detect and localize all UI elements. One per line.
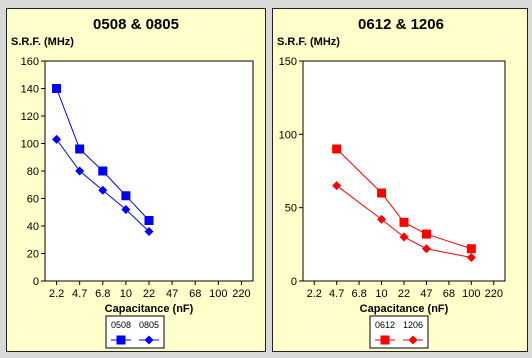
series-0508 — [52, 84, 154, 225]
series-1206-point — [466, 253, 476, 263]
legend-label: 0612 — [375, 320, 395, 330]
legend-marker — [144, 335, 154, 345]
legend-label: 0508 — [111, 320, 131, 330]
series-0508-point — [144, 216, 154, 225]
series-1206-point — [421, 244, 431, 254]
series-0612-point — [377, 188, 387, 198]
x-tick-label: 220 — [232, 288, 250, 300]
y-tick-label: 40 — [27, 221, 39, 233]
legend-marker — [116, 335, 126, 345]
y-tick-label: 60 — [27, 194, 39, 206]
x-tick-label: 4.7 — [72, 288, 87, 300]
legend-label: 1206 — [403, 320, 423, 330]
x-tick-label: 68 — [189, 288, 201, 300]
series-0805 — [52, 134, 154, 236]
y-tick-label: 150 — [279, 56, 297, 68]
series-0508-point — [75, 144, 85, 154]
y-tick-label: 140 — [21, 84, 39, 96]
x-tick-label: 22 — [398, 288, 410, 300]
legend: 0612 1206 — [369, 315, 429, 349]
y-tick-label: 0 — [291, 276, 297, 288]
series-0612-point — [466, 244, 476, 254]
x-tick-label: 220 — [485, 288, 503, 300]
series-1206-point — [377, 214, 387, 224]
y-axis-label: S.R.F. (MHz) — [11, 36, 74, 48]
x-tick-label: 68 — [443, 288, 455, 300]
series-1206-point — [332, 181, 342, 191]
x-axis-label: Capacitance (nF) — [105, 303, 194, 315]
x-tick-label: 2.2 — [307, 288, 322, 300]
series-0612-point — [421, 229, 431, 239]
legend-box — [105, 315, 165, 349]
legend-box — [369, 315, 429, 349]
chart-svg-0612-1206: 0612 & 1206 S.R.F. (MHz) 0 50 100 150 2.2 4.7 6.… — [277, 16, 506, 349]
x-tick-label: 100 — [462, 288, 480, 300]
y-tick-label: 20 — [27, 249, 39, 261]
y-tick-label: 100 — [279, 129, 297, 141]
series-0805-point — [75, 166, 85, 176]
series-0612-point — [332, 144, 342, 154]
y-tick-label: 120 — [21, 111, 39, 123]
x-tick-label: 6.8 — [351, 288, 366, 300]
x-tick-label: 100 — [209, 288, 227, 300]
y-tick-label: 50 — [285, 203, 297, 215]
y-tick-label: 80 — [27, 166, 39, 178]
chart-title: 0508 & 0805 — [93, 16, 179, 33]
legend-label: 0805 — [139, 320, 159, 330]
y-tick-label: 160 — [21, 56, 39, 68]
series-0508-point — [52, 84, 62, 93]
chart-panel-0612-1206: 0612 & 1206 S.R.F. (MHz) 0 50 100 150 2.2 4.7 6.… — [272, 8, 528, 352]
x-tick-label: 10 — [375, 288, 387, 300]
chart-panel-0508-0805: 0508 & 0805 S.R.F. (MHz) 0 20 40 60 80 100 120 14… — [6, 8, 266, 352]
series-0805-point — [121, 205, 131, 214]
series-1206 — [332, 181, 476, 263]
y-axis-label: S.R.F. (MHz) — [277, 36, 340, 48]
chart-svg-0508-0805: 0508 & 0805 S.R.F. (MHz) 0 20 40 60 80 100 120 14… — [11, 16, 254, 349]
series-0612 — [332, 144, 476, 254]
x-tick-label: 4.7 — [329, 288, 344, 300]
x-axis-label: Capacitance (nF) — [360, 303, 449, 315]
series-0508-point — [98, 166, 108, 176]
y-tick-label: 100 — [21, 139, 39, 151]
x-tick-label: 2.2 — [49, 288, 64, 300]
x-tick-label: 47 — [420, 288, 432, 300]
series-1206-point — [399, 232, 409, 242]
x-tick-label: 22 — [143, 288, 155, 300]
x-tick-label: 10 — [120, 288, 132, 300]
legend: 0508 0805 — [105, 315, 165, 349]
chart-title: 0612 & 1206 — [358, 16, 444, 33]
legend-marker — [380, 335, 390, 345]
series-0612-point — [399, 217, 409, 227]
series-0805-point — [98, 185, 108, 195]
x-tick-label: 47 — [166, 288, 178, 300]
series-0805-point — [144, 227, 154, 236]
legend-marker — [408, 335, 418, 345]
series-0805-point — [52, 134, 62, 144]
y-tick-label: 0 — [33, 276, 39, 288]
x-tick-label: 6.8 — [95, 288, 110, 300]
series-0508-point — [121, 191, 131, 201]
